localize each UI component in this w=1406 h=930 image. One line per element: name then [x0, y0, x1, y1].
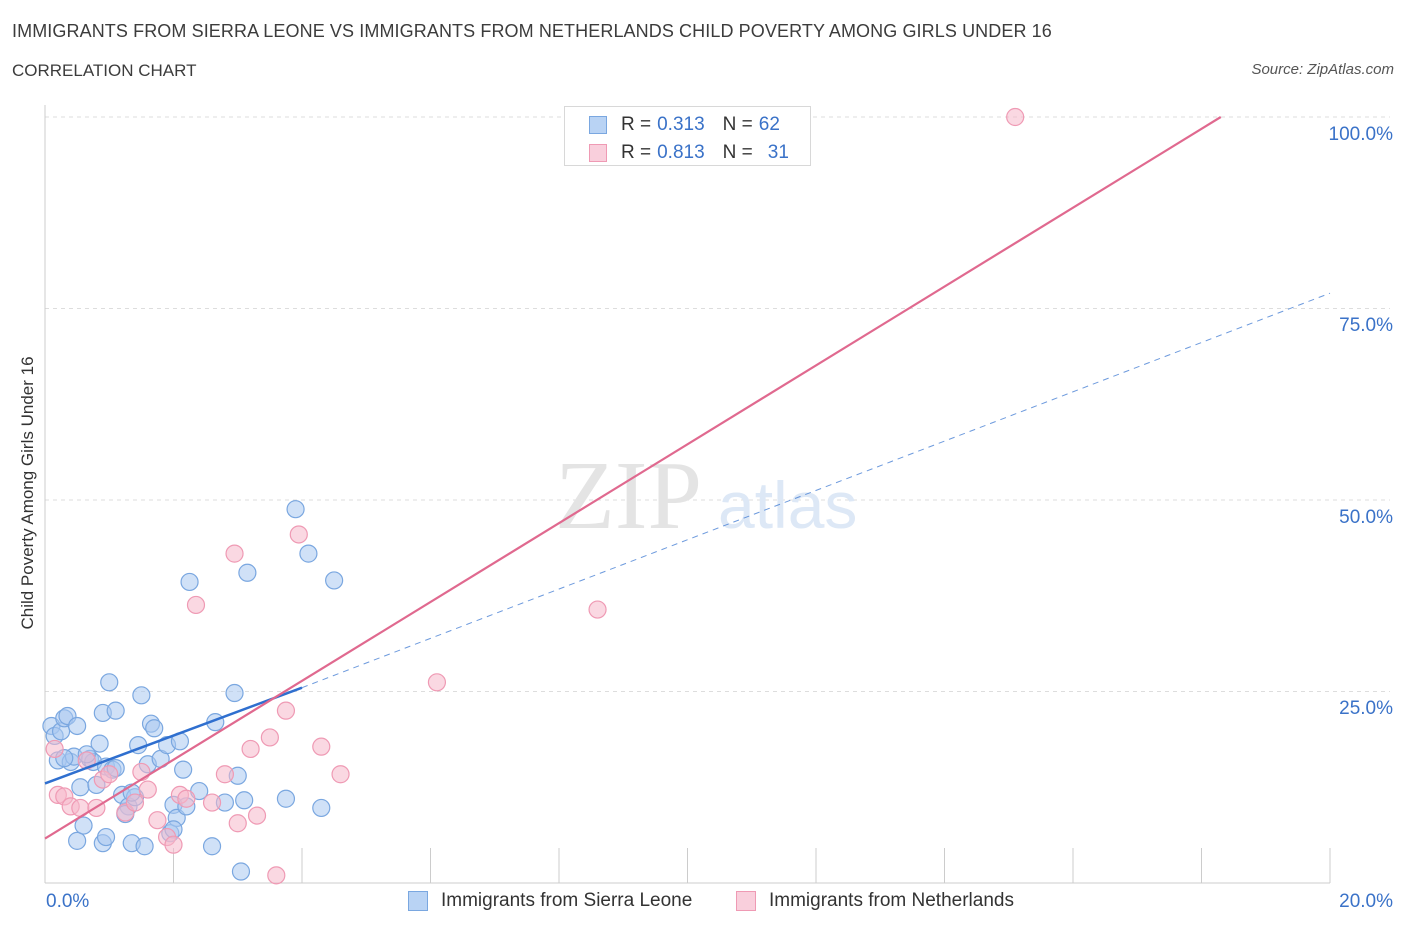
y-axis-title: Child Poverty Among Girls Under 16	[18, 356, 37, 630]
sierra-leone-point	[231, 862, 251, 881]
chart-title: IMMIGRANTS FROM SIERRA LEONE VS IMMIGRAN…	[12, 21, 1052, 41]
netherlands-point	[186, 595, 206, 615]
sierra-leone-point	[202, 837, 222, 856]
legend-r-label: R =	[621, 142, 652, 163]
legend-r-value: 0.313	[657, 114, 705, 135]
sierra-leone-point	[235, 791, 254, 810]
series-legend: Immigrants from Sierra Leone Immigrants …	[0, 890, 1406, 914]
netherlands-point	[164, 835, 183, 854]
chart-subtitle: CORRELATION CHART	[12, 61, 197, 80]
netherlands-point	[225, 544, 244, 563]
sierra-leone-point	[145, 719, 164, 738]
x-tick-label-min: 0.0%	[46, 891, 90, 912]
netherlands-point	[138, 780, 157, 799]
sierra-leone-trend-line	[44, 686, 303, 785]
y-tick-label-75: 75.0%	[1339, 315, 1393, 336]
netherlands-point	[241, 739, 260, 759]
y-tick-label-50: 50.0%	[1339, 507, 1393, 528]
sierra-leone-point	[325, 571, 344, 590]
legend-row-netherlands: R = 0.813 N = 31	[589, 142, 789, 164]
netherlands-point	[1006, 107, 1025, 127]
series-netherlands-points	[45, 107, 1025, 885]
sierra-leone-point	[299, 544, 318, 563]
sierra-leone-point	[74, 816, 93, 835]
netherlands-trend-line	[44, 116, 1222, 840]
netherlands-point	[228, 814, 247, 833]
netherlands-point	[260, 728, 279, 747]
trend-lines	[44, 116, 1331, 840]
sierra-leone-point	[68, 831, 87, 850]
series-sierra-leone-points	[42, 500, 344, 881]
sierra-leone-point	[106, 701, 125, 720]
x-tick-label-max: 20.0%	[1339, 891, 1393, 912]
netherlands-point	[45, 739, 64, 759]
watermark-zip: ZIP	[555, 442, 702, 550]
netherlands-point	[202, 793, 222, 812]
y-tick-label-25: 25.0%	[1339, 698, 1393, 719]
sierra-leone-trend-extension	[301, 292, 1331, 689]
legend-r-value: 0.813	[657, 142, 705, 163]
legend-swatch-blue	[589, 116, 607, 134]
netherlands-point	[215, 765, 234, 784]
sierra-leone-point	[96, 827, 116, 847]
sierra-leone-point	[132, 686, 151, 705]
legend-n-value: 31	[767, 142, 789, 163]
sierra-leone-point	[71, 778, 90, 797]
legend-n-label: N =	[722, 142, 753, 163]
netherlands-point	[247, 806, 267, 825]
sierra-leone-point	[180, 572, 199, 592]
watermark: ZIP atlas	[555, 442, 857, 550]
legend-swatch-pink	[589, 144, 607, 162]
sierra-leone-point	[276, 789, 296, 808]
netherlands-point	[289, 525, 308, 544]
netherlands-point	[267, 866, 286, 885]
sierra-leone-point	[225, 683, 244, 703]
legend-n-label: N =	[722, 114, 753, 135]
correlation-legend: R = 0.313 N = 62 R = 0.813 N = 31	[564, 106, 811, 166]
netherlands-point	[125, 793, 145, 812]
legend-item-netherlands[interactable]: Immigrants from Netherlands	[736, 890, 1014, 912]
sierra-leone-point	[286, 500, 305, 519]
legend-row-sierra-leone: R = 0.313 N = 62	[589, 114, 780, 136]
legend-item-sierra-leone[interactable]: Immigrants from Sierra Leone	[408, 890, 692, 912]
chart-source: Source: ZipAtlas.com	[1251, 61, 1394, 78]
axes	[44, 105, 1331, 884]
legend-n-value: 62	[758, 114, 780, 135]
sierra-leone-point	[90, 734, 109, 753]
netherlands-point	[331, 765, 350, 784]
netherlands-point	[312, 737, 331, 756]
netherlands-point	[100, 765, 119, 784]
netherlands-point	[588, 600, 607, 619]
sierra-leone-point	[100, 673, 119, 692]
sierra-leone-point	[68, 716, 87, 736]
netherlands-point	[427, 673, 447, 692]
grid-lines	[45, 116, 1390, 692]
sierra-leone-point	[135, 837, 154, 856]
sierra-leone-point	[238, 563, 257, 582]
legend-swatch-pink	[736, 891, 756, 911]
netherlands-point	[132, 762, 151, 782]
legend-label-netherlands: Immigrants from Netherlands	[769, 890, 1014, 911]
legend-label-sierra-leone: Immigrants from Sierra Leone	[441, 890, 693, 911]
netherlands-point	[177, 789, 196, 808]
legend-r-label: R =	[621, 114, 652, 135]
watermark-atlas: atlas	[718, 468, 857, 542]
legend-swatch-blue	[408, 891, 428, 911]
netherlands-point	[148, 811, 167, 830]
netherlands-point	[276, 701, 296, 720]
sierra-leone-point	[174, 760, 193, 779]
y-tick-label-100: 100.0%	[1328, 124, 1393, 145]
sierra-leone-point	[312, 798, 331, 818]
